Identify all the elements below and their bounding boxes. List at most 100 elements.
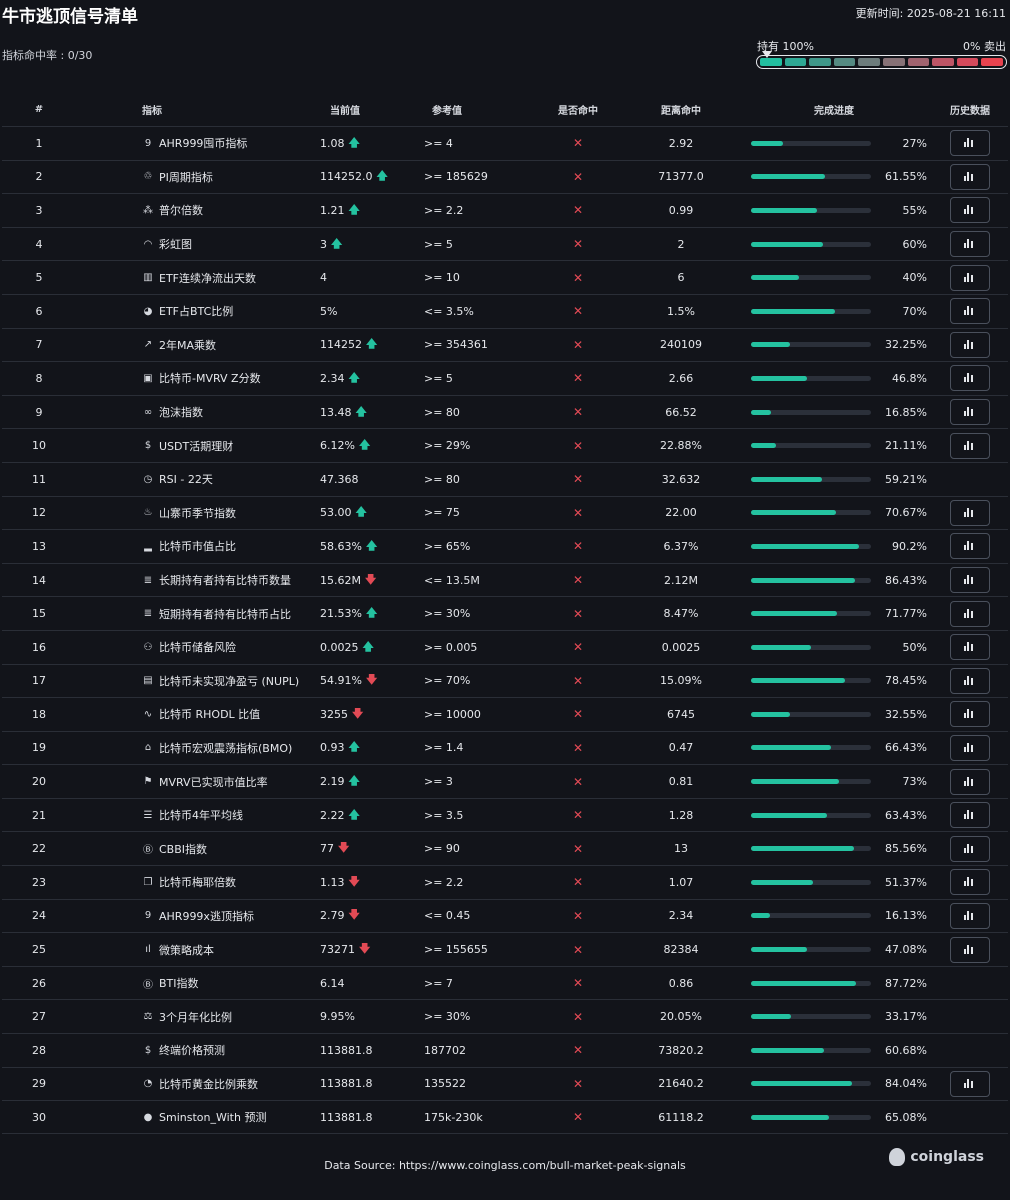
history-chart-button[interactable] [950,533,990,560]
progress-percent: 61.55% [885,170,927,184]
trend-down-icon: 🡇 [364,572,377,586]
dollar-icon: $ [144,440,152,452]
pulse-icon: ∿ [143,708,153,720]
col-progress: 完成进度 [814,105,854,117]
history-chart-button[interactable] [950,835,990,862]
gauge-label-hold: 持有 100% [757,40,814,53]
current-value-cell: 2.19 🡅 [320,772,424,791]
history-chart-button[interactable] [950,902,990,929]
history-chart-button[interactable] [950,936,990,963]
current-value-cell: 114252 🡅 [320,335,424,354]
history-chart-button[interactable] [950,869,990,896]
current-value: 73271 [320,943,355,957]
history-chart-button[interactable] [950,567,990,594]
table-row: 1 9 AHR999囤币指标 1.08 🡅 >= 4 ✕ 2.92 27% [2,126,1008,160]
current-value: 2.79 [320,909,345,923]
progress-cell: 90.2% [736,540,932,553]
row-number: 18 [32,707,46,721]
progress-fill [751,510,836,516]
table-row: 25 ıl 微策略成本 73271 🡇 >= 155655 ✕ 82384 47.08% [2,932,1008,966]
progress-percent: 87.72% [885,976,927,990]
history-chart-button[interactable] [950,432,990,459]
reference-value: 175k-230k [424,1110,483,1124]
progress-fill [751,1047,824,1053]
database-icon: ≣ [143,608,153,620]
history-chart-button[interactable] [950,634,990,661]
progress-cell: 84.04% [736,1077,932,1090]
history-chart-button[interactable] [950,163,990,190]
progress-cell: 86.43% [736,574,932,587]
row-number: 24 [32,909,46,923]
history-chart-button[interactable] [950,197,990,224]
progress-cell: 16.13% [736,909,932,922]
indicator-name: 2年MA乘数 [159,338,217,352]
history-chart-button[interactable] [950,499,990,526]
history-chart-button[interactable] [950,231,990,258]
history-chart-button[interactable] [950,1070,990,1097]
current-value-cell: 113881.8 [320,1077,424,1090]
progress-fill [751,443,777,449]
history-chart-button[interactable] [950,802,990,829]
indicator-name-cell: ◕ ETF占BTC比例 [76,303,320,319]
trend-down-icon: 🡇 [348,908,360,922]
coinglass-logo-icon [889,1148,906,1166]
progress-percent: 55% [902,203,927,217]
table-row: 21 ☰ 比特币4年平均线 2.22 🡅 >= 3.5 ✕ 1.28 63.43% [2,797,1008,832]
col-reference: 参考值 [432,105,462,117]
bitcoin-icon: Ⓑ [143,979,153,991]
progress-bar [751,1014,871,1020]
current-value: 3 [320,237,327,251]
current-value-cell: 21.53% 🡅 [320,604,424,623]
history-chart-button[interactable] [950,298,990,325]
current-value: 13.48 [320,405,352,419]
distance-value: 71377.0 [658,170,704,184]
history-chart-button[interactable] [950,701,990,728]
current-value: 1.08 [320,136,345,150]
reference-value: >= 354361 [424,338,488,352]
progress-cell: 66.43% [736,741,932,754]
progress-fill [751,409,772,415]
indicator-name-cell: ♨ 山寨币季节指数 [76,505,320,521]
history-chart-button[interactable] [950,600,990,627]
clock-icon: ◷ [143,473,153,485]
distance-value: 1.07 [668,875,694,889]
history-chart-button[interactable] [950,264,990,291]
history-chart-button[interactable] [950,667,990,694]
row-number: 7 [35,338,43,352]
ahr999-icon: 9 [144,137,152,149]
table-row: 14 ≣ 长期持有者持有比特币数量 15.62M 🡇 <= 13.5M ✕ 2.12M 86.4… [2,562,1008,597]
progress-cell: 60% [736,238,932,251]
distance-value: 8.47% [663,607,699,621]
reference-value: >= 5 [424,237,453,251]
current-value-cell: 1.13 🡇 [320,873,424,892]
progress-cell: 63.43% [736,809,932,822]
gauge-segment [760,58,782,66]
progress-cell: 33.17% [736,1010,932,1023]
row-number: 29 [32,1077,46,1091]
trend-up-icon: 🡅 [348,807,360,821]
trend-down-icon: 🡇 [365,673,378,687]
current-value: 0.93 [320,741,345,755]
progress-percent: 46.8% [892,371,927,385]
progress-percent: 47.08% [885,943,927,957]
row-number: 14 [32,573,46,587]
current-value-cell: 114252.0 🡅 [320,167,424,186]
data-source: Data Source: https://www.coinglass.com/b… [324,1159,686,1172]
progress-bar [751,779,871,785]
history-chart-button[interactable] [950,331,990,358]
row-number: 20 [32,775,46,789]
indicator-name: ETF占BTC比例 [159,305,234,319]
table-row: 26 Ⓑ BTI指数 6.14 >= 7 ✕ 0.86 87.72% [2,965,1008,1000]
reference-value: >= 65% [424,539,471,553]
trend-down-icon: 🡇 [359,942,371,956]
history-chart-button[interactable] [950,365,990,392]
history-chart-button[interactable] [950,399,990,426]
history-chart-button[interactable] [950,130,990,157]
current-value-cell: 73271 🡇 [320,940,424,959]
distance-value: 82384 [663,943,699,957]
history-chart-button[interactable] [950,734,990,761]
progress-percent: 32.25% [885,338,927,352]
trend-up-icon: 🡅 [358,438,371,452]
table-row: 29 ◔ 比特币黄金比例乘数 113881.8 135522 ✕ 21640.2 84.04% [2,1066,1008,1101]
history-chart-button[interactable] [950,768,990,795]
